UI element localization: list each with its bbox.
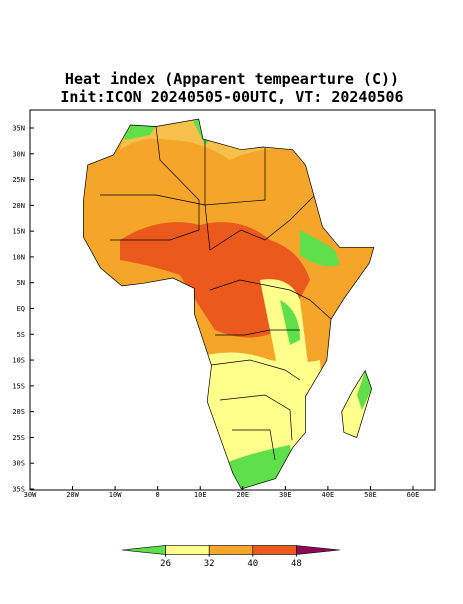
colorbar-segment [208, 545, 254, 555]
lat-label: 20N [12, 202, 25, 210]
lon-label: 30W [24, 491, 37, 499]
colorbar-label: 48 [291, 559, 302, 569]
borders [83, 118, 375, 490]
lon-label: 20W [66, 491, 79, 499]
colorbar-segment [165, 545, 210, 555]
lon-label: 10W [109, 491, 122, 499]
lat-labels: 35N 30N 25N 20N 15N 10N 5N EQ 5S 10S 15S 20S 25S 30S 3… [12, 125, 34, 494]
lat-label: 15S [12, 382, 25, 390]
lat-label: 30N [12, 150, 25, 158]
lon-label: 0 [156, 491, 160, 499]
lon-label: 20E [236, 491, 249, 499]
lon-label: 40E [322, 491, 335, 499]
lat-label: 15N [12, 228, 25, 236]
title: Heat index (Apparent tempearture (C)) [65, 70, 399, 88]
lat-label: EQ [17, 305, 25, 313]
lat-label: 25S [12, 434, 25, 442]
lat-label: 35S [12, 486, 25, 494]
colorbar: 26 32 40 48 [121, 545, 341, 569]
colorbar-segment [296, 545, 341, 555]
subtitle: Init:ICON 20240505-00UTC, VT: 20240506 [60, 88, 403, 106]
lat-label: 5S [17, 331, 25, 339]
colorbar-label: 32 [204, 559, 215, 569]
lat-label: 5N [17, 279, 25, 287]
colorbar-segment [121, 545, 166, 555]
lat-label: 20S [12, 408, 25, 416]
lat-label: 35N [12, 125, 25, 133]
lat-label: 30S [12, 460, 25, 468]
colorbar-label: 26 [160, 559, 171, 569]
lat-label: 25N [12, 176, 25, 184]
lon-label: 30E [279, 491, 292, 499]
lat-label: 10N [12, 253, 25, 261]
lon-label: 60E [407, 491, 420, 499]
lon-label: 50E [364, 491, 377, 499]
lon-label: 10E [194, 491, 207, 499]
lon-labels: 30W 20W 10W 0 10E 20E 30E 40E 50E 60E [24, 486, 420, 499]
lat-label: 10S [12, 357, 25, 365]
colorbar-label: 40 [247, 559, 258, 569]
colorbar-segment [252, 545, 297, 555]
